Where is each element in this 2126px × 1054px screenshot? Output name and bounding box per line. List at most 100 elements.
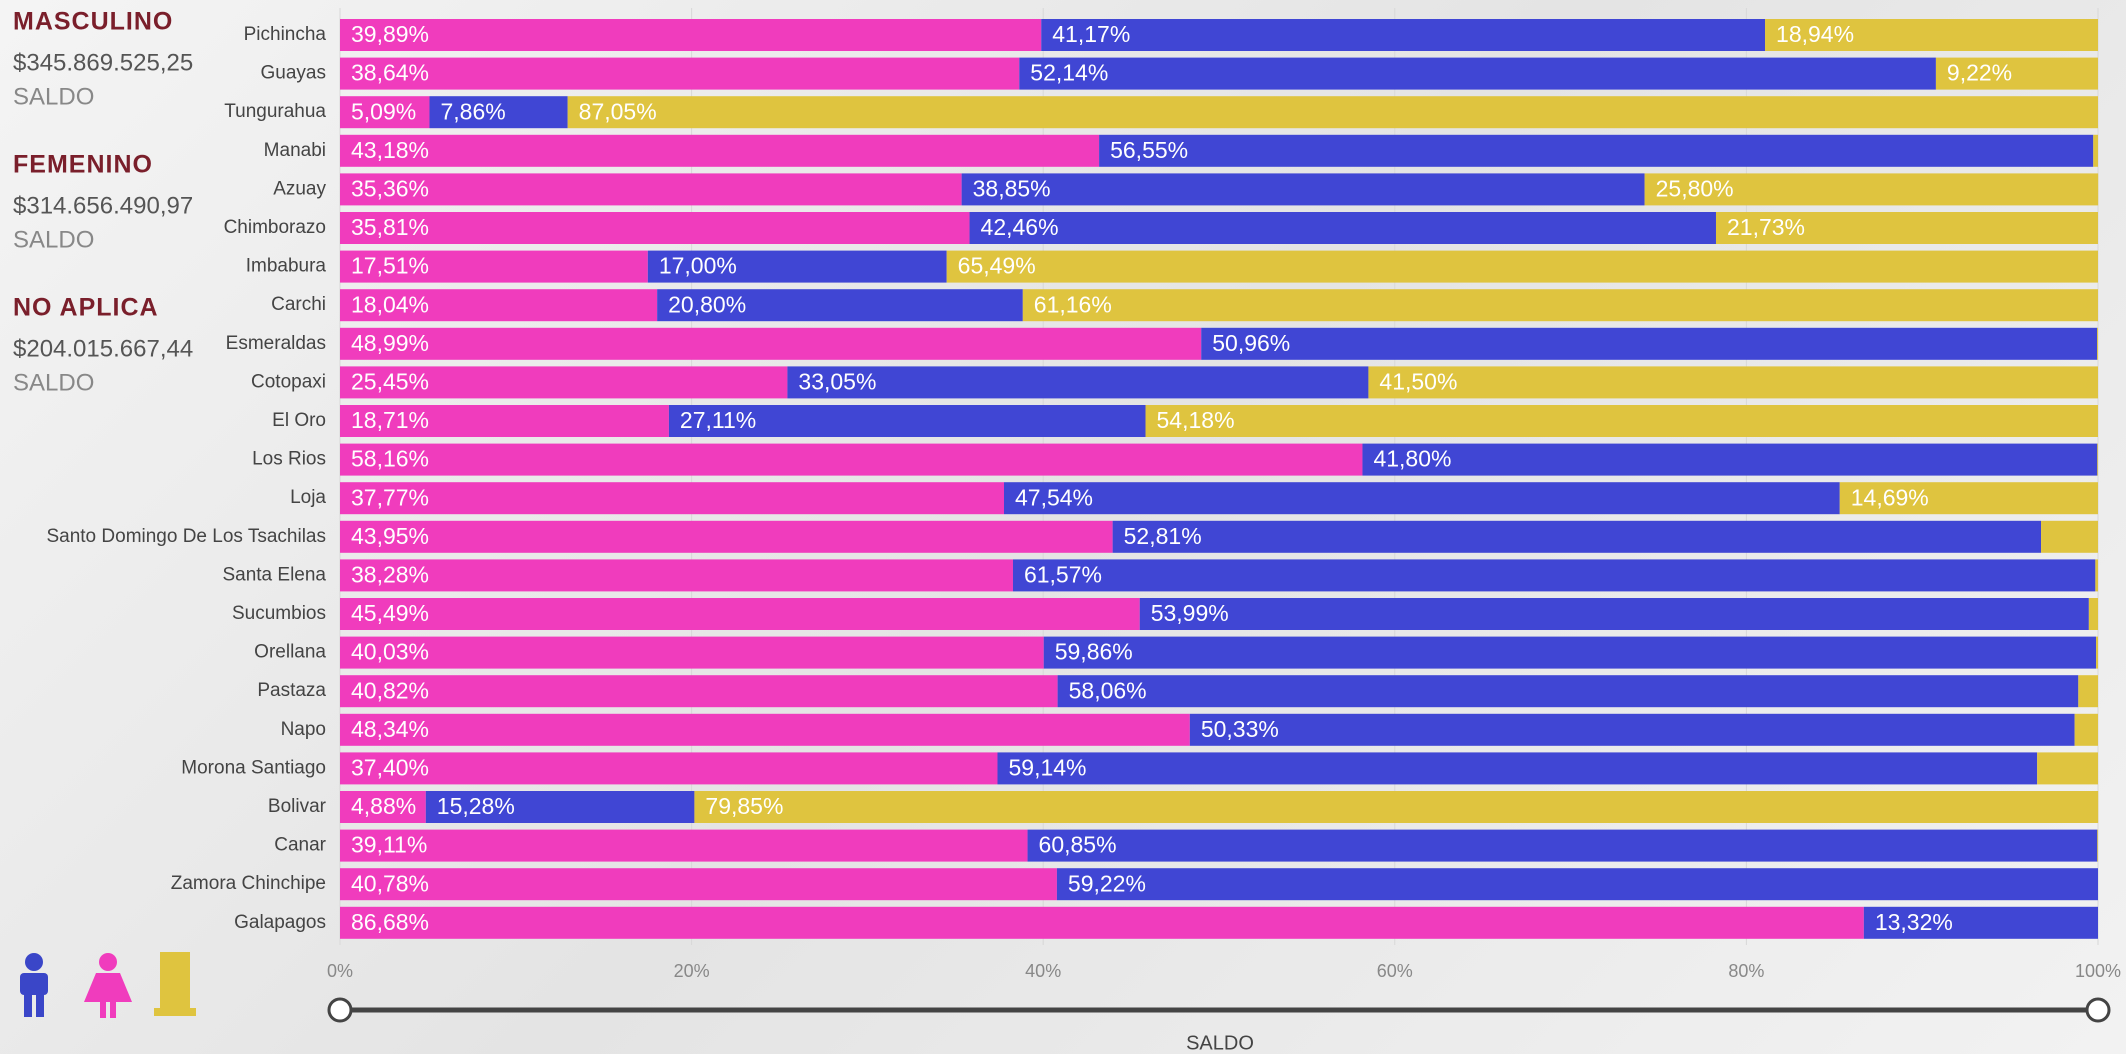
value-label: 17,00%: [659, 253, 737, 279]
male-icon: [20, 953, 48, 1017]
card-amount: $345.869.525,25: [13, 49, 193, 76]
bar-segment: [1012, 559, 2096, 592]
slider-handle[interactable]: [2085, 997, 2111, 1023]
value-label: 7,86%: [440, 98, 505, 124]
bar-segment: [1003, 482, 1840, 515]
value-label: 54,18%: [1157, 407, 1235, 433]
bar-segment: [1145, 405, 2098, 437]
bar-segment: [1019, 57, 1936, 90]
bar-segment: [1839, 482, 2098, 515]
bar-segment: [567, 96, 2098, 129]
bar-segment: [1027, 829, 2098, 862]
y-tick-label: Imbabura: [246, 256, 327, 277]
value-label: 50,96%: [1212, 330, 1290, 356]
slider: [327, 997, 2111, 1023]
bar-segment: [340, 829, 1028, 862]
y-tick-label: Guayas: [261, 63, 326, 84]
value-label: 59,86%: [1055, 639, 1133, 665]
bar-segment: [340, 327, 1202, 360]
x-tick-label: 80%: [1728, 961, 1764, 981]
bar-segment: [997, 752, 2038, 785]
value-label: 43,18%: [351, 137, 429, 163]
y-tick-label: Galapagos: [234, 912, 326, 933]
x-tick-label: 40%: [1025, 961, 1061, 981]
y-tick-label: Morona Santiago: [181, 757, 326, 778]
bar-segment: [1041, 19, 1766, 51]
bar-segment: [340, 19, 1042, 51]
bar-segment: [657, 289, 1023, 322]
card-label: SALDO: [13, 226, 94, 253]
value-label: 61,16%: [1034, 291, 1112, 317]
card-title: NO APLICA: [13, 294, 159, 322]
bar-segment: [668, 405, 1146, 437]
y-tick-label: Sucumbios: [232, 603, 326, 624]
bar-segment: [425, 791, 695, 823]
bar-segment: [1112, 520, 2042, 553]
bar-segment: [340, 752, 998, 785]
value-label: 41,50%: [1379, 368, 1457, 394]
bar-segment: [2097, 443, 2098, 476]
slider-handle[interactable]: [327, 997, 353, 1023]
y-tick-label: Bolivar: [268, 796, 327, 817]
bar-segment: [340, 405, 669, 437]
value-label: 37,40%: [351, 754, 429, 780]
bar-segment: [429, 96, 568, 129]
value-label: 59,14%: [1008, 754, 1086, 780]
bar-segment: [2037, 752, 2098, 785]
value-label: 14,69%: [1851, 484, 1929, 510]
x-axis-title: SALDO: [1186, 1032, 1254, 1054]
bar-segment: [340, 96, 430, 129]
bar-segment: [1765, 19, 2098, 51]
bar-segment: [1189, 713, 2075, 746]
bar-segment: [2097, 829, 2098, 862]
y-tick-label: Loja: [290, 487, 326, 508]
x-tick-label: 100%: [2075, 961, 2121, 981]
bar-segment: [1139, 598, 2089, 630]
value-label: 21,73%: [1727, 214, 1805, 240]
value-label: 25,45%: [351, 368, 429, 394]
value-label: 18,71%: [351, 407, 429, 433]
value-label: 39,11%: [351, 832, 427, 858]
bar-segment: [340, 173, 962, 206]
bar-segment: [1935, 57, 2098, 90]
bar-segment: [1099, 134, 2094, 167]
bar-segment: [2095, 559, 2098, 592]
y-tick-label: Canar: [274, 835, 326, 856]
value-label: 35,36%: [351, 175, 429, 201]
bar-segment: [340, 482, 1004, 515]
bar-segment: [340, 713, 1190, 746]
card-label: SALDO: [13, 83, 94, 110]
bar-segment: [340, 868, 1057, 901]
value-label: 41,80%: [1373, 446, 1451, 472]
bar-segment: [946, 250, 2098, 283]
bar-segment: [2074, 713, 2098, 746]
bar-segment: [1715, 212, 2098, 244]
y-tick-label: Esmeraldas: [226, 333, 326, 354]
y-tick-label: Pastaza: [257, 680, 326, 701]
value-label: 42,46%: [981, 214, 1059, 240]
y-tick-label: Carchi: [271, 294, 326, 315]
y-tick-label: Napo: [281, 719, 326, 740]
value-label: 58,16%: [351, 446, 429, 472]
card-label: SALDO: [13, 369, 94, 396]
bar-segment: [1368, 366, 2098, 399]
y-tick-label: Los Rios: [252, 449, 326, 470]
card-amount: $204.015.667,44: [13, 335, 193, 362]
y-tick-label: Orellana: [254, 642, 326, 663]
value-label: 9,22%: [1947, 60, 2012, 86]
value-label: 52,14%: [1030, 60, 1108, 86]
value-label: 40,82%: [351, 677, 429, 703]
bar-segment: [961, 173, 1645, 206]
value-label: 37,77%: [351, 484, 429, 510]
bar-segment: [1022, 289, 2099, 322]
value-label: 56,55%: [1110, 137, 1188, 163]
bar-segment: [340, 366, 788, 399]
bar-segment: [1056, 868, 2098, 901]
value-label: 17,51%: [351, 253, 429, 279]
value-label: 52,81%: [1124, 523, 1202, 549]
y-tick-label: Santo Domingo De Los Tsachilas: [46, 526, 326, 547]
value-label: 79,85%: [705, 793, 783, 819]
bar-segment: [647, 250, 947, 283]
value-label: 86,68%: [351, 909, 429, 935]
y-tick-label: El Oro: [272, 410, 326, 431]
